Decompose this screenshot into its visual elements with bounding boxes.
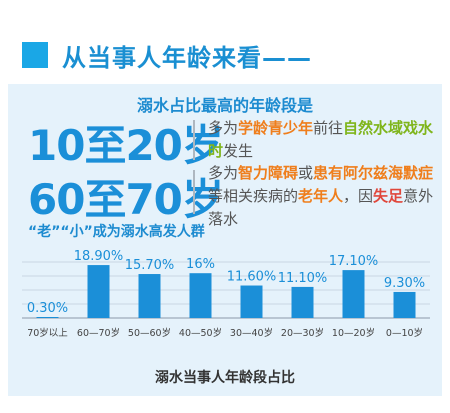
category-label: 40—50岁 bbox=[179, 327, 222, 339]
bar-7 bbox=[393, 291, 416, 318]
category-label: 70岁以上 bbox=[27, 327, 68, 339]
bar-value-label: 17.10% bbox=[329, 254, 379, 269]
divider-1 bbox=[193, 120, 195, 160]
age-range-2: 60至70岁 bbox=[28, 175, 224, 224]
bar-value-label: 18.90% bbox=[74, 249, 124, 264]
category-label: 30—40岁 bbox=[230, 327, 273, 339]
bar-1 bbox=[87, 265, 110, 318]
bar-value-label: 16% bbox=[186, 257, 215, 272]
category-label: 0—10岁 bbox=[386, 327, 423, 339]
section-header: 从当事人年龄来看—— bbox=[0, 0, 450, 90]
age-desc-1: 多为学龄青少年前往自然水域戏水时发生 bbox=[208, 119, 434, 160]
category-label: 60—70岁 bbox=[77, 327, 120, 339]
bar-value-label: 15.70% bbox=[125, 258, 175, 273]
age-bar-chart: 0.30% 18.90%15.70% 16% 11.60% 11.10%17.10% 9.… bbox=[22, 249, 430, 386]
bar-value-label: 11.10% bbox=[278, 271, 328, 286]
category-label: 20—30岁 bbox=[281, 327, 324, 339]
info-card: 溺水占比最高的年龄段是 10至20岁 多为学龄青少年前往自然水域戏水时发生 60… bbox=[8, 84, 442, 396]
card-subheading: 溺水占比最高的年龄段是 bbox=[136, 96, 313, 115]
tagline: “老”“小”成为溺水高发人群 bbox=[28, 224, 205, 240]
bar-4 bbox=[240, 285, 263, 318]
section-title: 从当事人年龄来看—— bbox=[62, 44, 312, 72]
age-desc-2: 多为智力障碍或患有阿尔兹海默症等相关疾病的老年人，因失足意外落水 bbox=[208, 164, 434, 228]
bar-0 bbox=[36, 317, 59, 318]
bar-5 bbox=[291, 286, 314, 318]
bar-value-label: 0.30% bbox=[27, 301, 68, 316]
bar-3 bbox=[189, 273, 212, 318]
header-square-icon bbox=[22, 42, 48, 68]
x-axis-title: 溺水当事人年龄段占比 bbox=[155, 369, 295, 386]
category-label: 10—20岁 bbox=[332, 327, 375, 339]
category-label: 50—60岁 bbox=[128, 327, 171, 339]
divider-2 bbox=[193, 170, 195, 214]
age-range-1: 10至20岁 bbox=[28, 121, 224, 170]
bar-6 bbox=[342, 270, 365, 318]
bar-2 bbox=[138, 274, 161, 318]
bar-value-label: 11.60% bbox=[227, 270, 277, 285]
bar-value-label: 9.30% bbox=[384, 276, 425, 291]
